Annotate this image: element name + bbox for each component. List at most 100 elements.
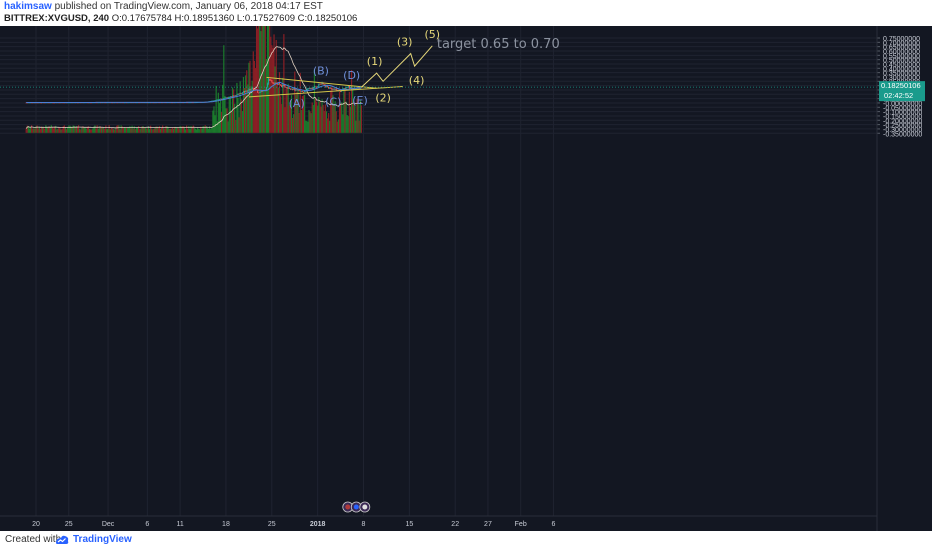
volume-bar xyxy=(266,26,269,133)
volume-bar xyxy=(247,84,249,133)
candle-body xyxy=(301,91,303,92)
candle-body xyxy=(335,88,337,90)
candle-body xyxy=(233,95,235,97)
volume-bar xyxy=(321,99,323,133)
wave-label: (A) xyxy=(289,97,305,110)
volume-bar xyxy=(217,92,219,133)
volume-bar xyxy=(209,126,211,133)
volume-bar xyxy=(323,110,325,133)
volume-bar xyxy=(242,76,245,133)
candle-body xyxy=(309,88,311,90)
time-axis[interactable]: 20 25 Dec 6 11 18 25 2018 8 15 22 27 Feb 6 xyxy=(32,521,555,528)
symbol-label: BITTREX:XVGUSD, 240 xyxy=(4,13,110,24)
volume-bar xyxy=(324,104,326,133)
volume-bar xyxy=(239,81,241,133)
volume-bar xyxy=(320,106,322,133)
volume-bar xyxy=(73,125,75,133)
volume-bar xyxy=(106,129,108,133)
wave-abcde: (A) (B) (C) (D) (E) xyxy=(289,65,368,110)
volume-bar xyxy=(85,128,87,133)
volume-bar xyxy=(345,101,347,133)
volume-bar xyxy=(114,129,116,133)
volume-bar xyxy=(221,111,223,133)
candle-body xyxy=(228,97,230,98)
candle-body xyxy=(317,86,319,88)
volume-bar xyxy=(207,128,210,133)
candle-body xyxy=(292,88,294,90)
volume-bar xyxy=(349,106,352,133)
y-tick-label: -0.35000000 xyxy=(883,131,922,138)
projection-label: (1) xyxy=(367,55,383,68)
x-tick-label: 11 xyxy=(176,521,183,528)
event-flags[interactable] xyxy=(342,501,371,513)
volume-bar xyxy=(216,121,218,133)
candle-body xyxy=(270,79,272,81)
y-tick-label: -0.25000000 xyxy=(883,123,922,130)
volume-bar xyxy=(302,95,305,133)
volume-bar xyxy=(109,129,111,133)
volume-bar xyxy=(88,129,91,133)
volume-bar xyxy=(108,125,110,133)
symbol-info: BITTREX:XVGUSD, 240 O:0.17675784 H:0.189… xyxy=(4,13,357,24)
volume-bar xyxy=(79,128,81,133)
volume-bar xyxy=(213,106,215,133)
volume-bar xyxy=(129,126,131,133)
price-chart[interactable]: (A) (B) (C) (D) (E) (1) (2) (3) (4) (5) target 0… xyxy=(0,26,932,531)
y-tick-label: -0.00000000 xyxy=(883,101,922,108)
volume-bar xyxy=(77,125,80,133)
volume-bar xyxy=(139,129,141,133)
volume-bar xyxy=(355,120,357,133)
candle-body xyxy=(218,99,220,101)
ohlc-values: O:0.17675784 H:0.18951360 L:0.17527609 C… xyxy=(111,13,358,24)
candle-body xyxy=(274,82,276,84)
volume-bar xyxy=(87,126,90,133)
volume-bar xyxy=(116,125,118,133)
volume-bar xyxy=(89,129,92,133)
candle-body xyxy=(329,87,331,89)
volume-bar xyxy=(299,72,301,133)
volume-bar xyxy=(294,71,296,133)
volume-bar xyxy=(177,127,179,133)
tradingview-brand[interactable]: TradingView xyxy=(73,534,132,545)
volume-bar xyxy=(350,70,353,133)
volume-bar xyxy=(151,128,153,133)
volume-bar xyxy=(156,126,158,133)
volume-bar xyxy=(252,51,254,133)
volume-bar xyxy=(358,120,360,133)
volume-bar xyxy=(136,127,139,133)
y-tick-label: 0.30000000 xyxy=(883,75,920,82)
x-tick-label: 22 xyxy=(451,521,459,528)
volume-bar xyxy=(281,104,283,133)
volume-bar xyxy=(274,66,276,133)
volume-bar xyxy=(180,126,182,133)
y-tick-label: 0.70000000 xyxy=(883,40,920,47)
author-link[interactable]: hakimsaw xyxy=(4,1,52,12)
volume-bar xyxy=(335,111,337,133)
volume-bar xyxy=(306,121,308,133)
volume-bar xyxy=(128,127,130,133)
volume-bar xyxy=(203,126,205,133)
candle-body xyxy=(245,90,247,93)
volume-bar xyxy=(331,86,333,133)
wave-label: (C) xyxy=(325,96,341,109)
volume-bar xyxy=(92,128,94,133)
candle-body xyxy=(248,89,250,91)
candle-body xyxy=(333,88,335,90)
volume-bar xyxy=(255,26,258,133)
candle-body xyxy=(296,89,298,91)
volume-bar xyxy=(94,125,96,133)
volume-bar xyxy=(32,128,34,133)
volume-bar xyxy=(160,128,163,133)
volume-bar xyxy=(225,108,227,133)
candle-body xyxy=(351,86,353,89)
candle-body xyxy=(336,89,338,91)
y-tick-label: 0.60000000 xyxy=(883,49,920,56)
volume-bar xyxy=(341,102,343,133)
volume-bar xyxy=(318,97,320,133)
volume-bar xyxy=(51,127,53,133)
volume-bar xyxy=(233,89,235,133)
volume-bar xyxy=(75,126,78,133)
candle-body xyxy=(278,83,280,85)
y-tick-label: -0.10000000 xyxy=(883,110,922,117)
volume-bar xyxy=(295,94,297,133)
